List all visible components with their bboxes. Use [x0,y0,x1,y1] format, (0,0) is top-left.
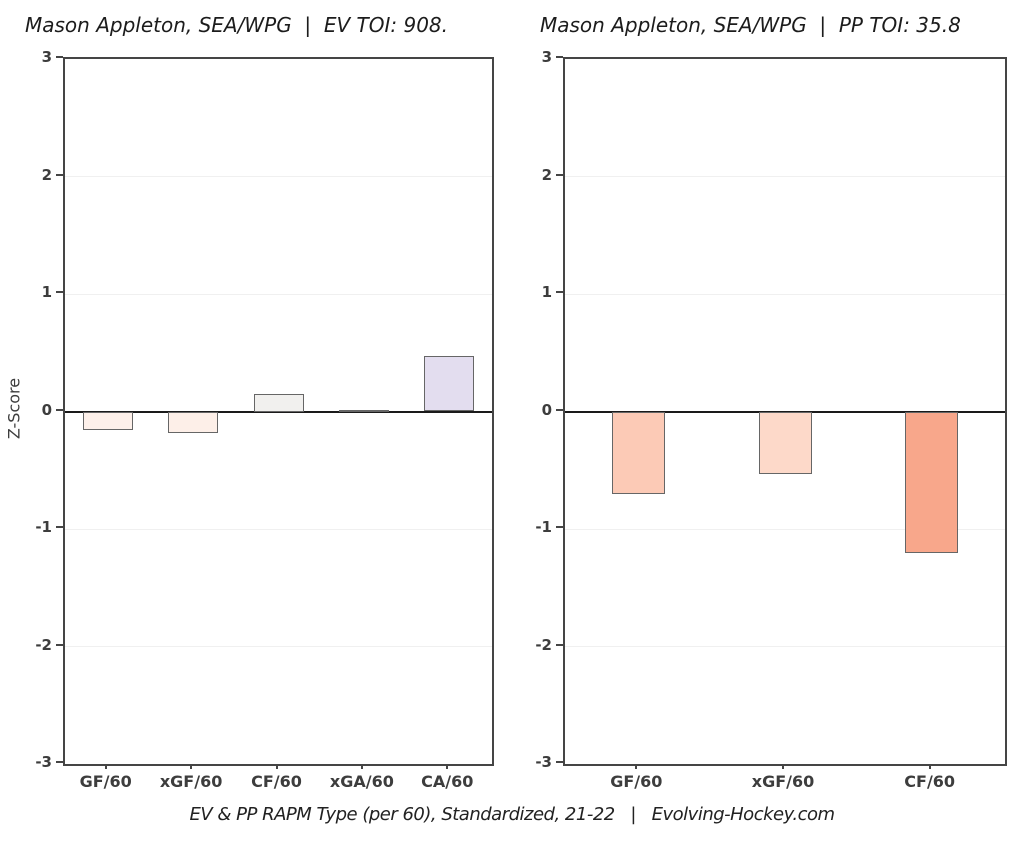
x-tick [275,764,278,769]
x-tick [635,764,638,769]
chart-title-ev: Mason Appleton, SEA/WPG | EV TOI: 908. [25,13,449,37]
x-tick [782,764,784,769]
y-tick [56,761,63,763]
y-tick-label: -3 [35,753,52,771]
gridline [65,528,492,530]
y-tick [56,173,63,176]
x-tick [360,764,363,769]
x-tick-label: xGA/60 [329,772,394,791]
bar-cf-60 [905,411,959,553]
y-tick-label: 2 [541,165,552,184]
y-tick-label: -1 [535,518,552,536]
bar-xgf-60 [758,411,812,474]
bar-ca-60 [424,356,475,412]
gridline [565,528,1005,530]
y-tick [56,526,63,528]
gridline [65,293,492,295]
y-tick [56,56,63,58]
y-tick [556,761,563,763]
gridline [565,646,1005,647]
zero-line [65,410,492,413]
y-tick [556,526,563,528]
y-tick-label: 0 [41,400,52,419]
y-tick [56,408,63,411]
bar-gf-60 [82,411,133,431]
y-tick-label: -2 [535,635,552,654]
y-tick-label: 2 [41,165,52,184]
gridline [65,646,492,647]
plot-area-pp [563,57,1007,766]
x-tick-label: GF/60 [79,772,132,791]
y-tick-label: 0 [541,400,552,419]
gridline [565,176,1005,177]
y-tick-label: -2 [35,635,52,654]
bar-xgf-60 [168,411,219,433]
y-tick [56,643,63,646]
y-tick-label: -1 [35,518,52,536]
y-tick [56,291,63,293]
x-tick [928,764,931,769]
x-tick-label: xGF/60 [159,772,223,791]
x-tick [104,764,107,769]
bar-gf-60 [611,411,665,494]
y-tick-label: 3 [541,48,552,66]
chart-title-pp: Mason Appleton, SEA/WPG | PP TOI: 35.8 [540,13,961,37]
figure-caption: EV & PP RAPM Type (per 60), Standardized… [189,804,835,825]
x-tick-label: CF/60 [251,772,302,791]
x-tick-label: GF/60 [610,772,663,791]
gridline [65,176,492,177]
y-tick [556,643,563,646]
bar-xga-60 [338,410,389,413]
x-tick [446,764,449,769]
y-tick [556,291,563,293]
bar-cf-60 [253,393,304,412]
y-tick-label: -3 [535,753,552,771]
x-tick [190,764,193,769]
x-tick-label: xGF/60 [751,772,815,791]
gridline [565,293,1005,295]
y-tick [556,408,563,411]
x-tick-label: CA/60 [421,772,474,791]
y-tick [556,56,563,58]
y-tick-label: 1 [41,283,52,301]
y-tick-label: 1 [541,283,552,301]
plot-area-ev [63,57,494,766]
x-tick-label: CF/60 [904,772,956,791]
y-tick-label: 3 [41,48,52,66]
y-tick [556,173,563,176]
